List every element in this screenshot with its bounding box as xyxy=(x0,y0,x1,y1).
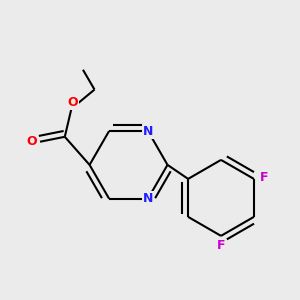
Text: N: N xyxy=(143,192,153,205)
Text: N: N xyxy=(143,124,153,138)
Text: F: F xyxy=(260,171,268,184)
Text: F: F xyxy=(217,239,225,252)
Text: O: O xyxy=(68,96,78,109)
Text: O: O xyxy=(26,135,37,148)
